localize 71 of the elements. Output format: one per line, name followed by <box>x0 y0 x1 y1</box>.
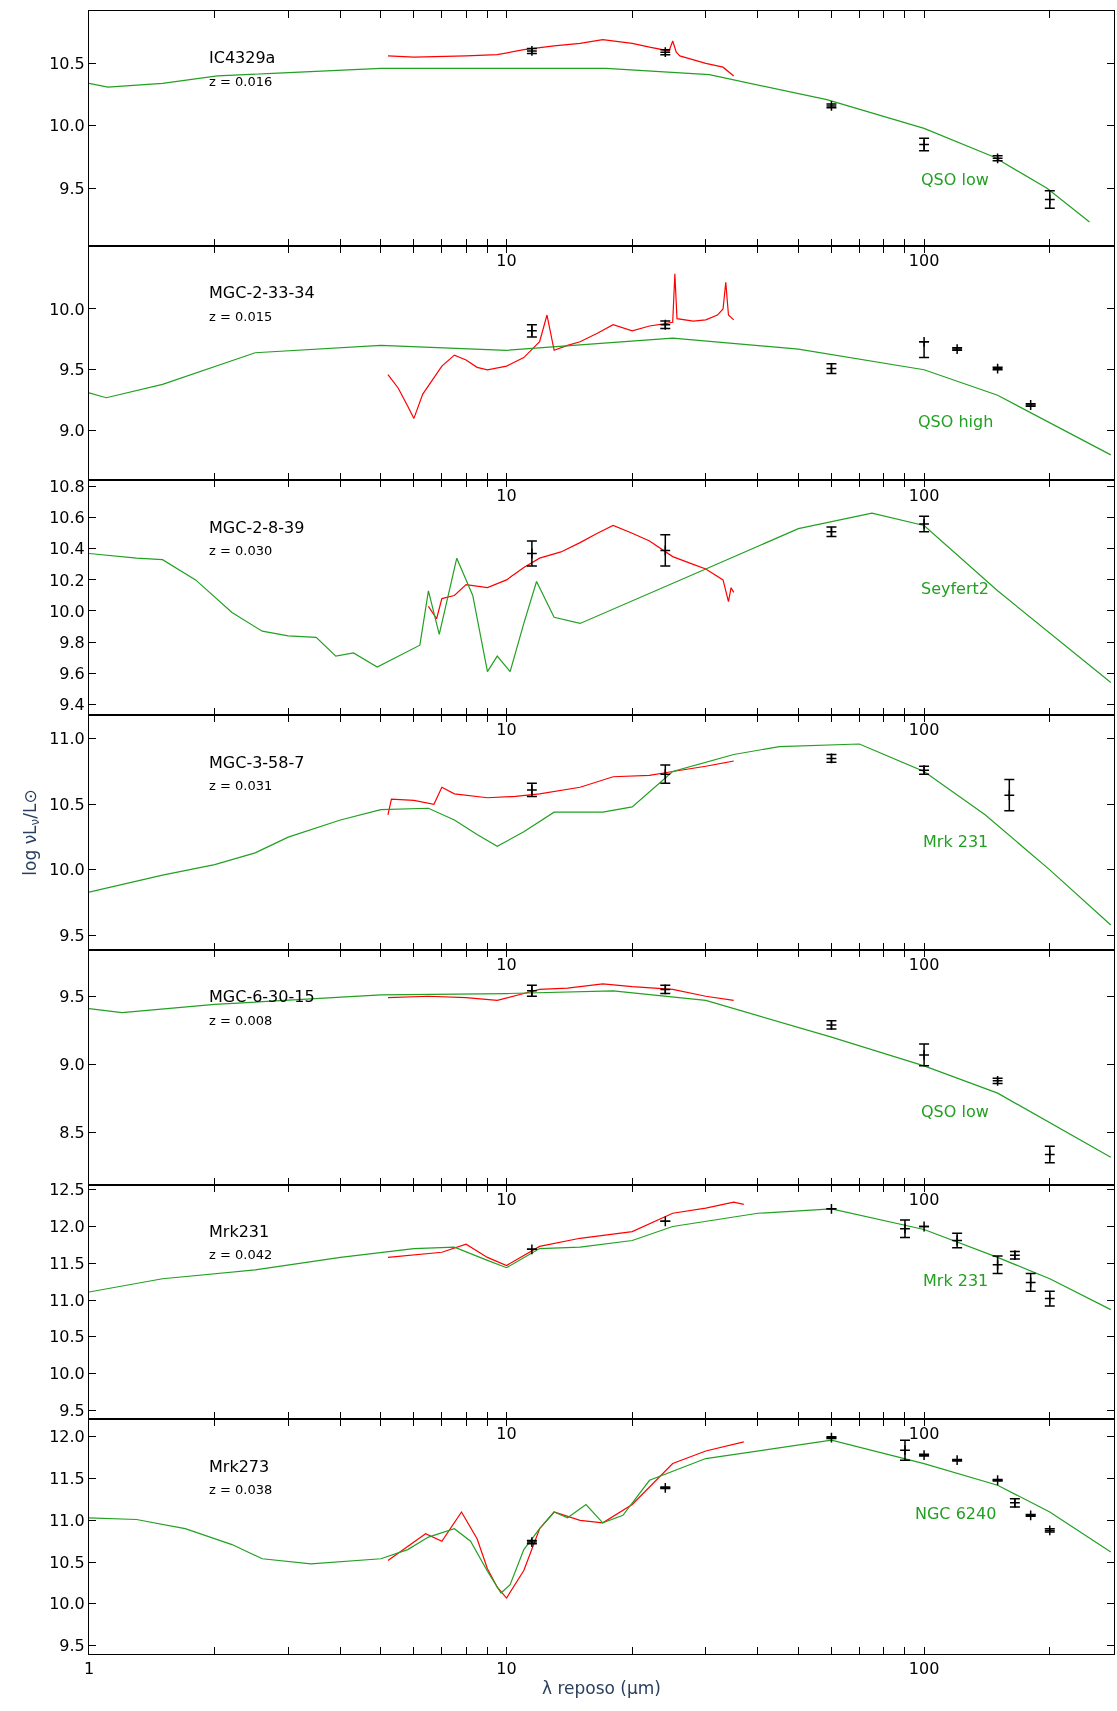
y-tick-label: 10.4 <box>49 539 85 559</box>
x-tick-label: 100 <box>908 1424 940 1444</box>
annotation: z = 0.008 <box>209 1013 273 1028</box>
annotation: Mrk273 <box>209 1457 270 1476</box>
annotation: Seyfert2 <box>921 579 989 598</box>
x-tick-label: 10 <box>496 1659 517 1679</box>
y-tick-label: 10.0 <box>49 299 85 319</box>
y-tick-label: 10.6 <box>49 508 85 528</box>
annotation: QSO low <box>921 170 989 189</box>
annotation: z = 0.038 <box>209 1482 273 1497</box>
y-tick-label: 9.0 <box>59 1055 85 1075</box>
x-tick-label: 10 <box>496 720 517 740</box>
y-tick-label: 11.0 <box>49 729 85 749</box>
x-tick-label: 10 <box>496 1424 517 1444</box>
annotation: z = 0.030 <box>209 543 273 558</box>
x-tick-label: 10 <box>496 250 517 270</box>
annotation: QSO low <box>921 1102 989 1121</box>
x-tick-label: 10 <box>496 955 517 975</box>
y-tick-label: 11.0 <box>49 1510 85 1530</box>
y-tick-label: 10.0 <box>49 1364 85 1384</box>
y-tick-label: 9.5 <box>59 360 85 380</box>
y-tick-label: 9.5 <box>59 926 85 946</box>
y-tick-label: 10.5 <box>49 794 85 814</box>
y-tick-label: 11.5 <box>49 1253 85 1273</box>
annotation: z = 0.015 <box>209 309 273 324</box>
y-tick-label: 9.5 <box>59 178 85 198</box>
y-tick-label: 10.0 <box>49 601 85 621</box>
annotation: MGC-3-58-7 <box>209 753 305 772</box>
x-tick-label: 100 <box>908 250 940 270</box>
y-tick-label: 10.0 <box>49 116 85 136</box>
y-tick-label: 10.5 <box>49 1327 85 1347</box>
y-tick-label: 9.6 <box>59 663 85 683</box>
y-tick-label: 10.5 <box>49 54 85 74</box>
y-tick-label: 9.4 <box>59 694 85 714</box>
annotation: z = 0.031 <box>209 778 273 793</box>
annotation: MGC-2-8-39 <box>209 518 305 537</box>
annotation: QSO high <box>918 412 994 431</box>
x-tick-label: 100 <box>908 1659 940 1679</box>
y-tick-label: 12.0 <box>49 1427 85 1447</box>
y-tick-label: 9.5 <box>59 986 85 1006</box>
x-tick-label: 100 <box>908 485 940 505</box>
y-tick-label: 12.0 <box>49 1217 85 1237</box>
x-tick-label: 100 <box>908 955 940 975</box>
y-tick-label: 10.2 <box>49 570 85 590</box>
y-tick-label: 9.5 <box>59 1401 85 1421</box>
x-tick-label: 10 <box>496 485 517 505</box>
annotation: z = 0.016 <box>209 74 273 89</box>
annotation: z = 0.042 <box>209 1247 273 1262</box>
y-tick-label: 10.0 <box>49 1594 85 1614</box>
annotation: MGC-2-33-34 <box>209 283 315 302</box>
annotation: Mrk 231 <box>923 1271 989 1290</box>
y-tick-label: 10.5 <box>49 1552 85 1572</box>
x-tick-label: 100 <box>908 720 940 740</box>
x-tick-label: 10 <box>496 1189 517 1209</box>
y-tick-label: 8.5 <box>59 1123 85 1143</box>
y-tick-label: 12.5 <box>49 1180 85 1200</box>
annotation: NGC 6240 <box>915 1504 997 1523</box>
x-tick-label: 1 <box>83 1659 95 1679</box>
y-tick-label: 10.0 <box>49 860 85 880</box>
annotation: MGC-6-30-15 <box>209 987 315 1006</box>
x-tick-label: 100 <box>908 1189 940 1209</box>
y-tick-label: 9.8 <box>59 632 85 652</box>
y-tick-label: 9.0 <box>59 421 85 441</box>
y-tick-label: 11.0 <box>49 1290 85 1310</box>
x-axis-title: λ reposo (μm) <box>541 1677 662 1698</box>
annotation: Mrk 231 <box>923 832 989 851</box>
annotation: IC4329a <box>209 48 276 67</box>
y-tick-label: 11.5 <box>49 1469 85 1489</box>
y-tick-label: 10.8 <box>49 477 85 497</box>
annotation: Mrk231 <box>209 1222 270 1241</box>
y-tick-label: 9.5 <box>59 1636 85 1656</box>
